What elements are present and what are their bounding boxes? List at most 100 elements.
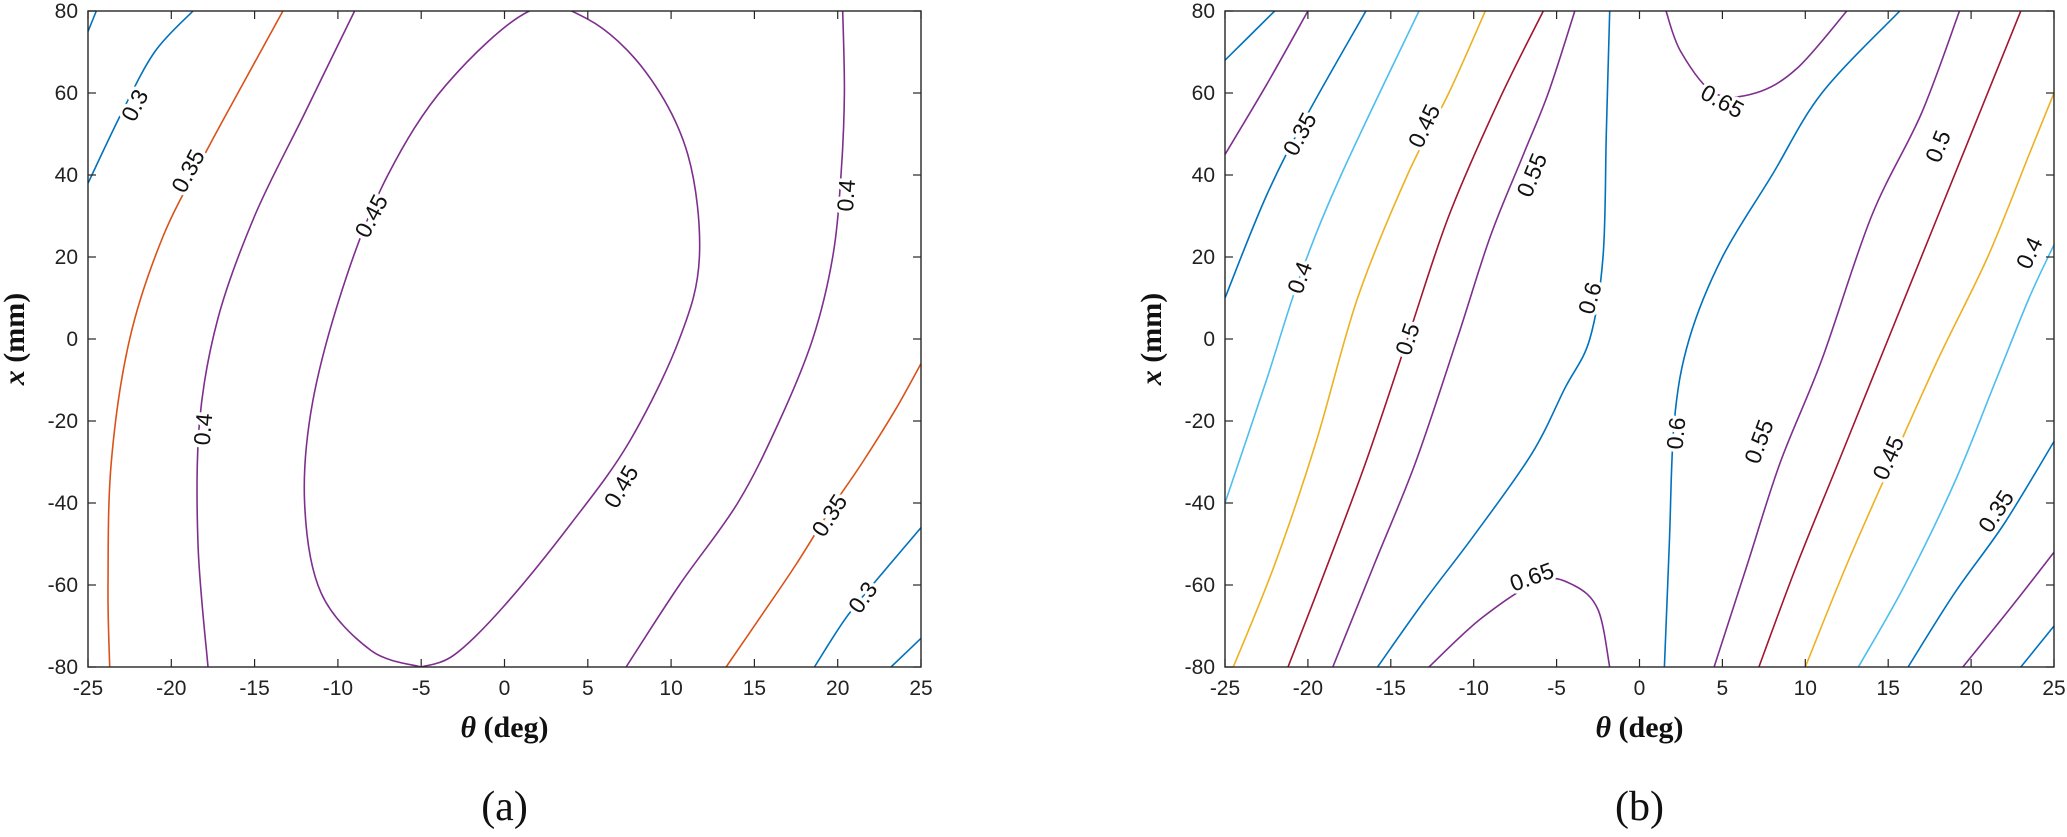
contour-line-0_4 xyxy=(196,11,356,667)
contour-line-0_55 xyxy=(1713,11,1961,667)
y-axis-label-symbol: x xyxy=(0,370,31,386)
x-axis-label-unit: (deg) xyxy=(1611,711,1683,744)
contour-label: 0.5 xyxy=(1920,127,1956,166)
contour-line-0_45 xyxy=(1804,92,2054,667)
y-tick-label: 0 xyxy=(66,328,78,351)
contour-lines xyxy=(1225,11,2054,667)
contour-line-0_45 xyxy=(303,11,701,667)
contour-line-0_55 xyxy=(1332,11,1576,667)
contour-line-0_3 xyxy=(1962,551,2054,667)
x-tick-label: -25 xyxy=(1210,677,1240,700)
contour-label: 0.4 xyxy=(832,178,860,212)
contour-label: 0.35 xyxy=(806,489,852,541)
contour-label: 0.5 xyxy=(1390,320,1425,359)
x-tick-label: 0 xyxy=(499,677,511,700)
contour-line-0_35 xyxy=(107,11,284,667)
x-tick-label: 10 xyxy=(659,677,682,700)
y-tick-label: -20 xyxy=(1185,410,1215,433)
contour-line-0_4 xyxy=(1857,244,2054,667)
y-tick-label: 60 xyxy=(55,82,78,105)
contour-line-0_35 xyxy=(725,363,921,667)
contour-line-0_5 xyxy=(1287,11,1545,667)
x-tick-label: -20 xyxy=(156,677,186,700)
x-tick-label: -15 xyxy=(239,677,269,700)
y-axis-label-unit: (mm) xyxy=(1135,293,1168,370)
contour-lines xyxy=(88,11,921,667)
y-tick-label: -40 xyxy=(48,492,78,515)
y-tick-label: 80 xyxy=(55,0,78,23)
contour-line-0_3 xyxy=(813,527,921,667)
y-axis-label-unit: (mm) xyxy=(0,293,31,370)
y-tick-label: 0 xyxy=(1203,328,1215,351)
y-axis-label: x (mm) xyxy=(1135,293,1168,386)
x-tick-label: -10 xyxy=(1459,677,1489,700)
x-axis-label-unit: (deg) xyxy=(476,711,548,744)
x-tick-label: 10 xyxy=(1794,677,1817,700)
plot-frame xyxy=(1224,10,2055,668)
y-tick-label: 80 xyxy=(1192,0,1215,23)
y-tick-label: -80 xyxy=(48,656,78,679)
x-tick-label: 5 xyxy=(582,677,594,700)
y-axis-label: x (mm) xyxy=(0,293,31,386)
x-tick-label: -10 xyxy=(323,677,353,700)
contour-panel-a: 0.3 0.35 0.4 0.45 0.45 0.4 0.35 0.3 -25 -20 -15 -10… xyxy=(0,0,933,830)
contour-label: 0.65 xyxy=(1697,79,1749,123)
contour-line-0_5 xyxy=(1758,11,2022,667)
contour-line-0_6 xyxy=(1663,11,1901,667)
contour-label: 0.4 xyxy=(1282,258,1317,297)
contour-label: 0.6 xyxy=(1573,279,1607,317)
x-axis-label-symbol: θ xyxy=(1595,711,1611,744)
contour-line-0_35 xyxy=(1225,11,1309,155)
x-axis-label: θ (deg) xyxy=(460,711,548,744)
contour-label: 0.45 xyxy=(1403,100,1446,152)
contour-line-0_6 xyxy=(1376,11,1611,667)
x-tick-label: -5 xyxy=(412,677,431,700)
contour-label: 0.4 xyxy=(189,412,218,446)
contour-line-0_4 xyxy=(625,11,846,667)
y-tick-label: -20 xyxy=(48,410,78,433)
contour-label: 0.55 xyxy=(1739,416,1779,467)
contour-label: 0.45 xyxy=(1867,432,1909,483)
contour-label: 0.45 xyxy=(349,190,393,242)
x-tick-label: 25 xyxy=(2042,677,2065,700)
x-axis-label: θ (deg) xyxy=(1595,711,1683,744)
contour-label: 0.65 xyxy=(1506,557,1557,597)
panel-caption: (b) xyxy=(1615,784,1664,830)
x-tick-label: 5 xyxy=(1717,677,1729,700)
y-tick-label: 20 xyxy=(55,246,78,269)
contour-label: 0.3 xyxy=(843,577,883,618)
x-axis-label-symbol: θ xyxy=(460,711,476,744)
contour-line-0_3 xyxy=(890,637,921,667)
panel-caption: (a) xyxy=(481,784,528,830)
contour-line-0_4 xyxy=(1225,11,1420,504)
x-tick-label: 15 xyxy=(743,677,766,700)
x-tick-label: 15 xyxy=(1877,677,1900,700)
contour-label: 0.35 xyxy=(166,145,210,197)
x-tick-label: 20 xyxy=(1959,677,1982,700)
contour-line-0_3 xyxy=(88,11,98,32)
y-tick-label: -60 xyxy=(48,574,78,597)
contour-label: 0.3 xyxy=(116,85,154,125)
x-tick-label: -5 xyxy=(1547,677,1566,700)
x-tick-label: 0 xyxy=(1634,677,1646,700)
contour-label: 0.4 xyxy=(2011,233,2048,273)
y-tick-label: 20 xyxy=(1192,246,1215,269)
y-tick-label: -40 xyxy=(1185,492,1215,515)
x-tick-label: -25 xyxy=(73,677,103,700)
y-tick-label: -60 xyxy=(1185,574,1215,597)
x-tick-label: -20 xyxy=(1293,677,1323,700)
x-tick-label: 25 xyxy=(909,677,932,700)
y-tick-label: 40 xyxy=(55,164,78,187)
contour-label: 0.45 xyxy=(599,461,644,513)
y-axis-label-symbol: x xyxy=(1135,370,1168,386)
y-tick-label: -80 xyxy=(1185,656,1215,679)
contour-line-0_25 xyxy=(2020,625,2054,667)
x-tick-label: 20 xyxy=(826,677,849,700)
contour-line-0_65 xyxy=(1665,11,1848,98)
y-tick-label: 60 xyxy=(1192,82,1215,105)
contour-label: 0.55 xyxy=(1511,149,1552,200)
y-tick-label: 40 xyxy=(1192,164,1215,187)
contour-line-0_35 xyxy=(1907,441,2054,667)
contour-line-0_35 xyxy=(1225,11,1367,299)
